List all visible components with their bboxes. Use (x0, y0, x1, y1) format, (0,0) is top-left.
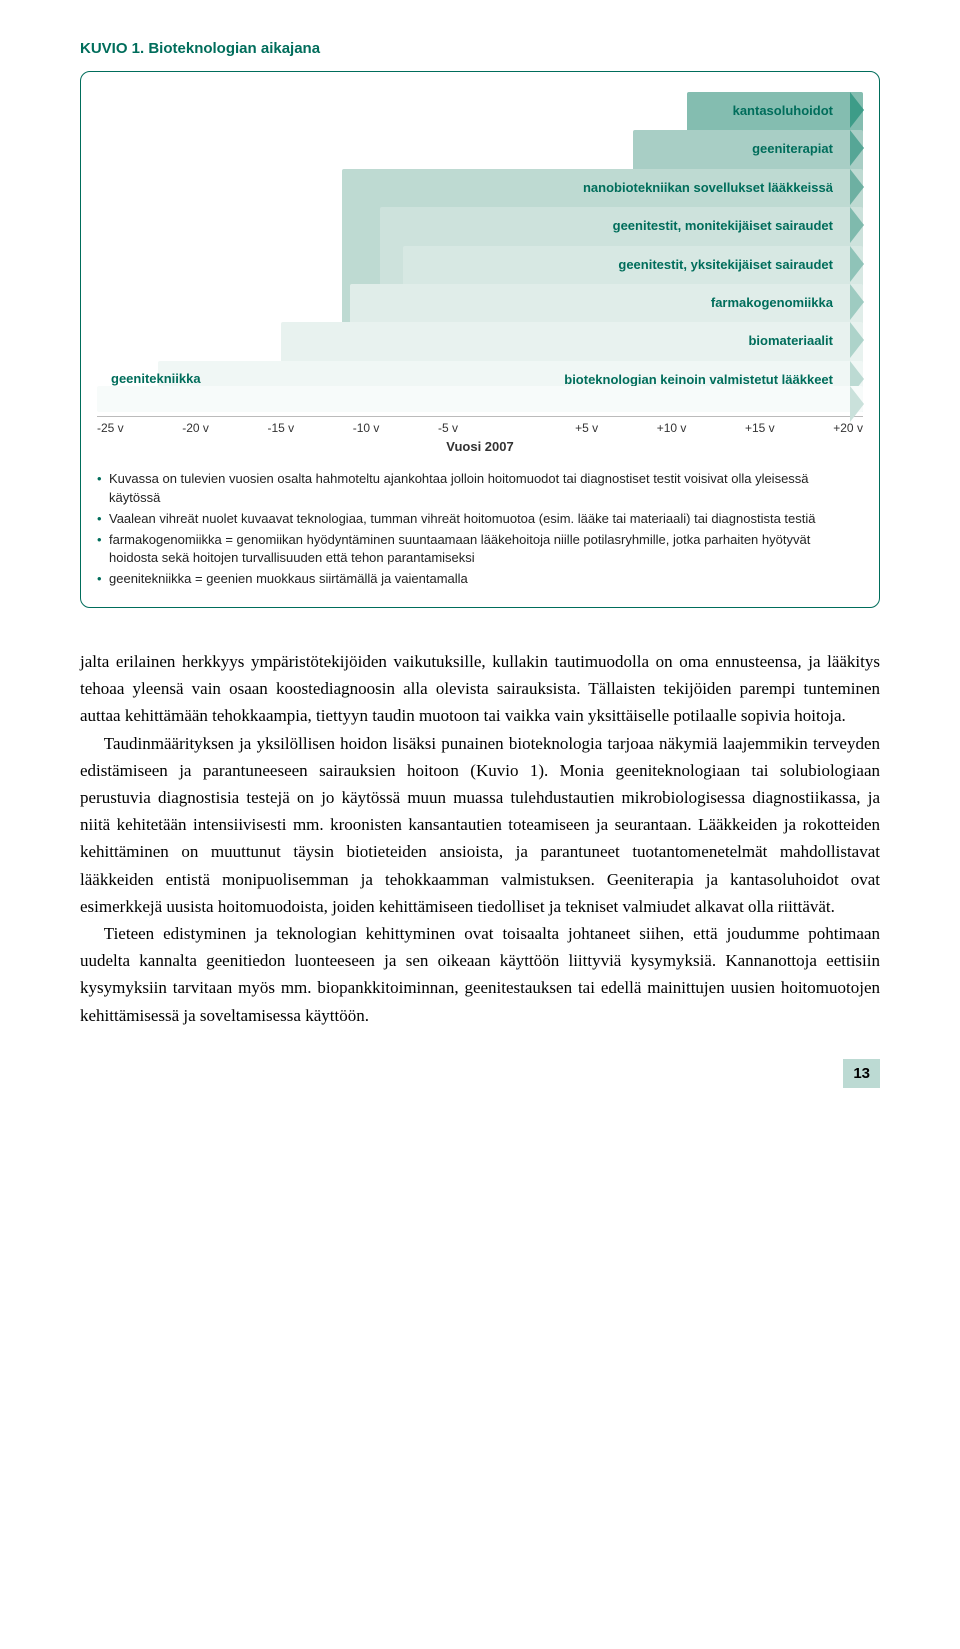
bar-label: biomateriaalit (740, 328, 841, 353)
timeline-chart: kantasoluhoidot geeniterapiat nanobiotekni… (80, 71, 880, 608)
figure-note-item: Kuvassa on tulevien vuosien osalta hahmo… (97, 470, 863, 508)
axis-ticks: -25 v -20 v -15 v -10 v -5 v +5 v +10 v +15 v +2… (97, 417, 863, 435)
axis-tick: -5 v (438, 421, 458, 435)
bar-label: geenitestit, yksitekijäiset sairaudet (610, 252, 841, 277)
bar-arrow-icon (850, 169, 864, 205)
bar-label: geenitestit, monitekijäiset sairaudet (605, 213, 841, 238)
bar-arrow-icon (850, 92, 864, 128)
axis-tick: +20 v (833, 421, 863, 435)
bar-arrow-icon (850, 130, 864, 166)
bar-label: nanobiotekniikan sovellukset lääkkeissä (575, 175, 841, 200)
figure-note-item: geenitekniikka = geenien muokkaus siirtä… (97, 570, 863, 589)
x-axis: -25 v -20 v -15 v -10 v -5 v +5 v +10 v +15 v +2… (97, 416, 863, 456)
bar-arrow-icon (850, 386, 864, 422)
page-number: 13 (843, 1059, 880, 1088)
figure-title: KUVIO 1. Bioteknologian aikajana (80, 40, 880, 57)
chart-area: kantasoluhoidot geeniterapiat nanobiotekni… (97, 92, 863, 412)
bar-arrow-icon (850, 207, 864, 243)
axis-tick: +10 v (657, 421, 687, 435)
axis-tick: -10 v (353, 421, 380, 435)
axis-tick: +5 v (575, 421, 598, 435)
bar-label: geeniterapiat (744, 136, 841, 161)
bar-label: geenitekniikka (103, 366, 209, 391)
figure-note-item: farmakogenomiikka = genomiikan hyödyntäm… (97, 531, 863, 569)
body-p2: Taudinmäärityksen ja yksilöllisen hoidon… (80, 730, 880, 920)
bar-label: farmakogenomiikka (703, 290, 841, 315)
body-p3: Tieteen edistyminen ja teknologian kehit… (80, 920, 880, 1029)
body-p1: jalta erilainen herkkyys ympäristötekijö… (80, 648, 880, 730)
figure-notes: Kuvassa on tulevien vuosien osalta hahmo… (97, 470, 863, 589)
bar-arrow-icon (850, 246, 864, 282)
bar-arrow-icon (850, 284, 864, 320)
body-text: jalta erilainen herkkyys ympäristötekijö… (80, 648, 880, 1029)
bar-arrow-icon (850, 322, 864, 358)
axis-center-label: Vuosi 2007 (97, 439, 863, 454)
axis-tick: +15 v (745, 421, 775, 435)
figure-note-item: Vaalean vihreät nuolet kuvaavat teknolog… (97, 510, 863, 529)
axis-tick: -20 v (182, 421, 209, 435)
axis-tick: -25 v (97, 421, 124, 435)
bar-label: kantasoluhoidot (725, 98, 841, 123)
timeline-bar: geenitekniikka (97, 386, 863, 412)
axis-tick: -15 v (268, 421, 295, 435)
